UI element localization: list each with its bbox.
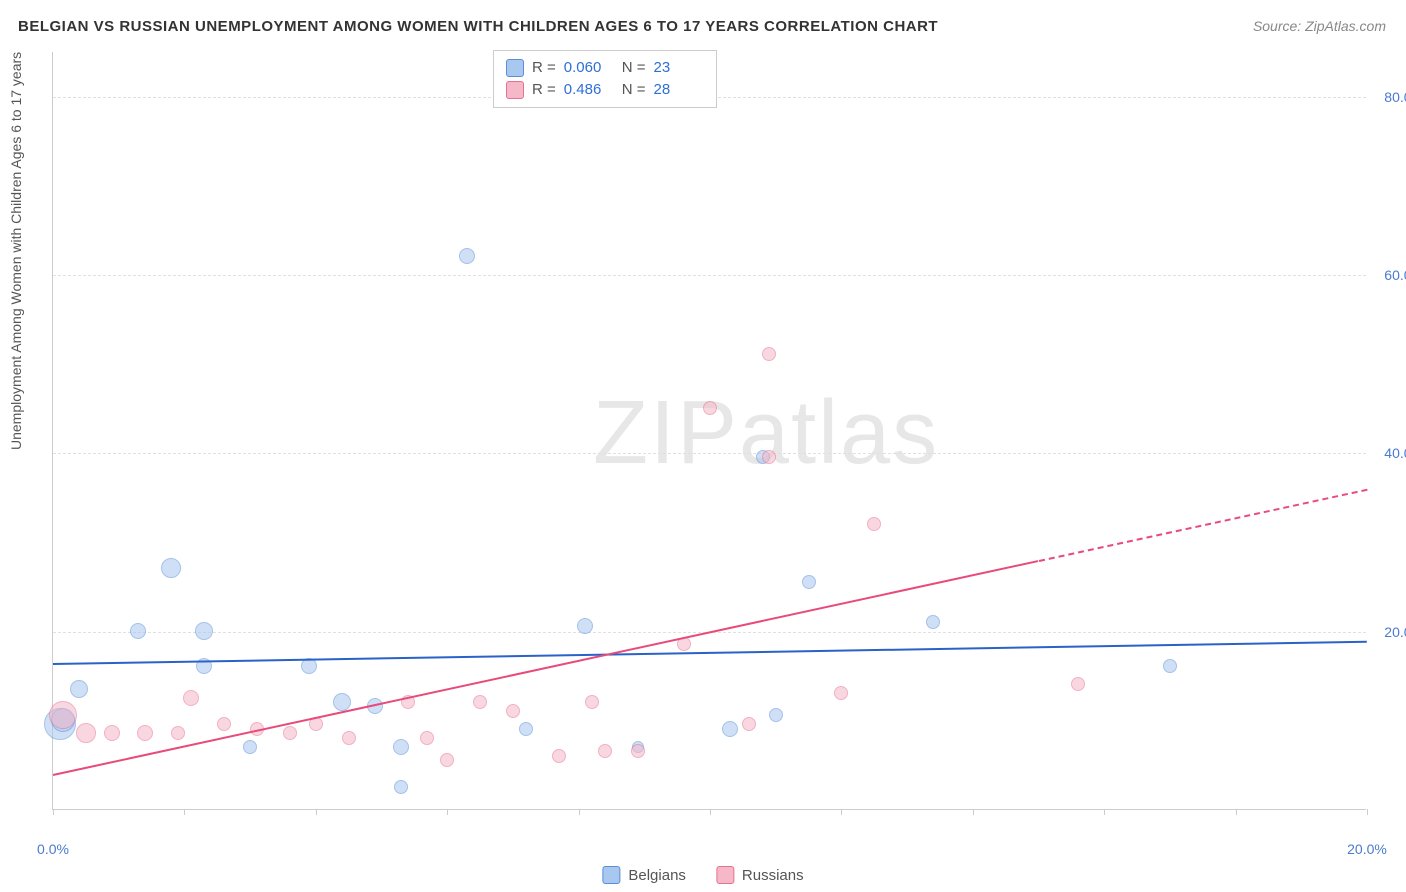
stats-row: R = 0.486 N = 28: [506, 79, 704, 101]
data-point: [420, 731, 434, 745]
watermark: ZIPatlas: [593, 382, 939, 485]
n-value: 28: [654, 79, 704, 101]
x-tick-label: 20.0%: [1347, 841, 1387, 857]
x-tick: [579, 809, 580, 815]
data-point: [585, 695, 599, 709]
data-point: [104, 725, 120, 741]
source-value: ZipAtlas.com: [1305, 18, 1386, 34]
data-point: [183, 690, 199, 706]
y-tick-label: 20.0%: [1384, 624, 1406, 640]
r-label: R =: [532, 79, 556, 101]
trend-line: [1038, 489, 1367, 562]
data-point: [519, 722, 533, 736]
data-point: [762, 450, 776, 464]
data-point: [130, 623, 146, 639]
data-point: [393, 739, 409, 755]
chart-title: BELGIAN VS RUSSIAN UNEMPLOYMENT AMONG WO…: [18, 18, 938, 35]
data-point: [577, 618, 593, 634]
gridline: [53, 275, 1366, 276]
legend-label: Belgians: [628, 867, 686, 884]
legend-swatch: [602, 866, 620, 884]
legend-item: Belgians: [602, 866, 686, 884]
r-label: R =: [532, 57, 556, 79]
x-tick: [1104, 809, 1105, 815]
data-point: [283, 726, 297, 740]
data-point: [440, 753, 454, 767]
source-attribution: Source: ZipAtlas.com: [1253, 18, 1386, 34]
data-point: [506, 704, 520, 718]
n-label: N =: [622, 57, 646, 79]
data-point: [459, 248, 475, 264]
x-tick: [316, 809, 317, 815]
data-point: [217, 717, 231, 731]
data-point: [834, 686, 848, 700]
data-point: [631, 744, 645, 758]
data-point: [1163, 659, 1177, 673]
source-label: Source:: [1253, 18, 1305, 34]
data-point: [49, 701, 77, 729]
data-point: [722, 721, 738, 737]
r-value: 0.060: [564, 57, 614, 79]
gridline: [53, 453, 1366, 454]
watermark-bold: ZIP: [593, 383, 739, 483]
data-point: [76, 723, 96, 743]
data-point: [137, 725, 153, 741]
legend: Belgians Russians: [602, 866, 803, 884]
watermark-thin: atlas: [739, 383, 939, 483]
data-point: [926, 615, 940, 629]
data-point: [243, 740, 257, 754]
series-swatch: [506, 59, 524, 77]
x-tick: [184, 809, 185, 815]
legend-swatch: [716, 866, 734, 884]
legend-item: Russians: [716, 866, 804, 884]
data-point: [802, 575, 816, 589]
data-point: [473, 695, 487, 709]
legend-label: Russians: [742, 867, 804, 884]
x-tick: [710, 809, 711, 815]
data-point: [195, 622, 213, 640]
y-tick-label: 40.0%: [1384, 445, 1406, 461]
data-point: [1071, 677, 1085, 691]
scatter-plot-area: ZIPatlas 20.0%40.0%60.0%80.0%0.0%20.0%R …: [52, 52, 1366, 810]
x-tick: [447, 809, 448, 815]
stats-row: R = 0.060 N = 23: [506, 57, 704, 79]
r-value: 0.486: [564, 79, 614, 101]
x-tick-label: 0.0%: [37, 841, 69, 857]
y-tick-label: 80.0%: [1384, 89, 1406, 105]
x-tick: [1367, 809, 1368, 815]
data-point: [342, 731, 356, 745]
data-point: [70, 680, 88, 698]
y-tick-label: 60.0%: [1384, 267, 1406, 283]
x-tick: [841, 809, 842, 815]
data-point: [394, 780, 408, 794]
data-point: [769, 708, 783, 722]
data-point: [552, 749, 566, 763]
series-swatch: [506, 81, 524, 99]
data-point: [598, 744, 612, 758]
data-point: [171, 726, 185, 740]
x-tick: [1236, 809, 1237, 815]
data-point: [742, 717, 756, 731]
data-point: [333, 693, 351, 711]
y-axis-label: Unemployment Among Women with Children A…: [8, 52, 24, 450]
correlation-stats-box: R = 0.060 N = 23 R = 0.486 N = 28: [493, 50, 717, 108]
x-tick: [973, 809, 974, 815]
data-point: [762, 347, 776, 361]
n-label: N =: [622, 79, 646, 101]
data-point: [703, 401, 717, 415]
n-value: 23: [654, 57, 704, 79]
x-tick: [53, 809, 54, 815]
data-point: [867, 517, 881, 531]
data-point: [161, 558, 181, 578]
